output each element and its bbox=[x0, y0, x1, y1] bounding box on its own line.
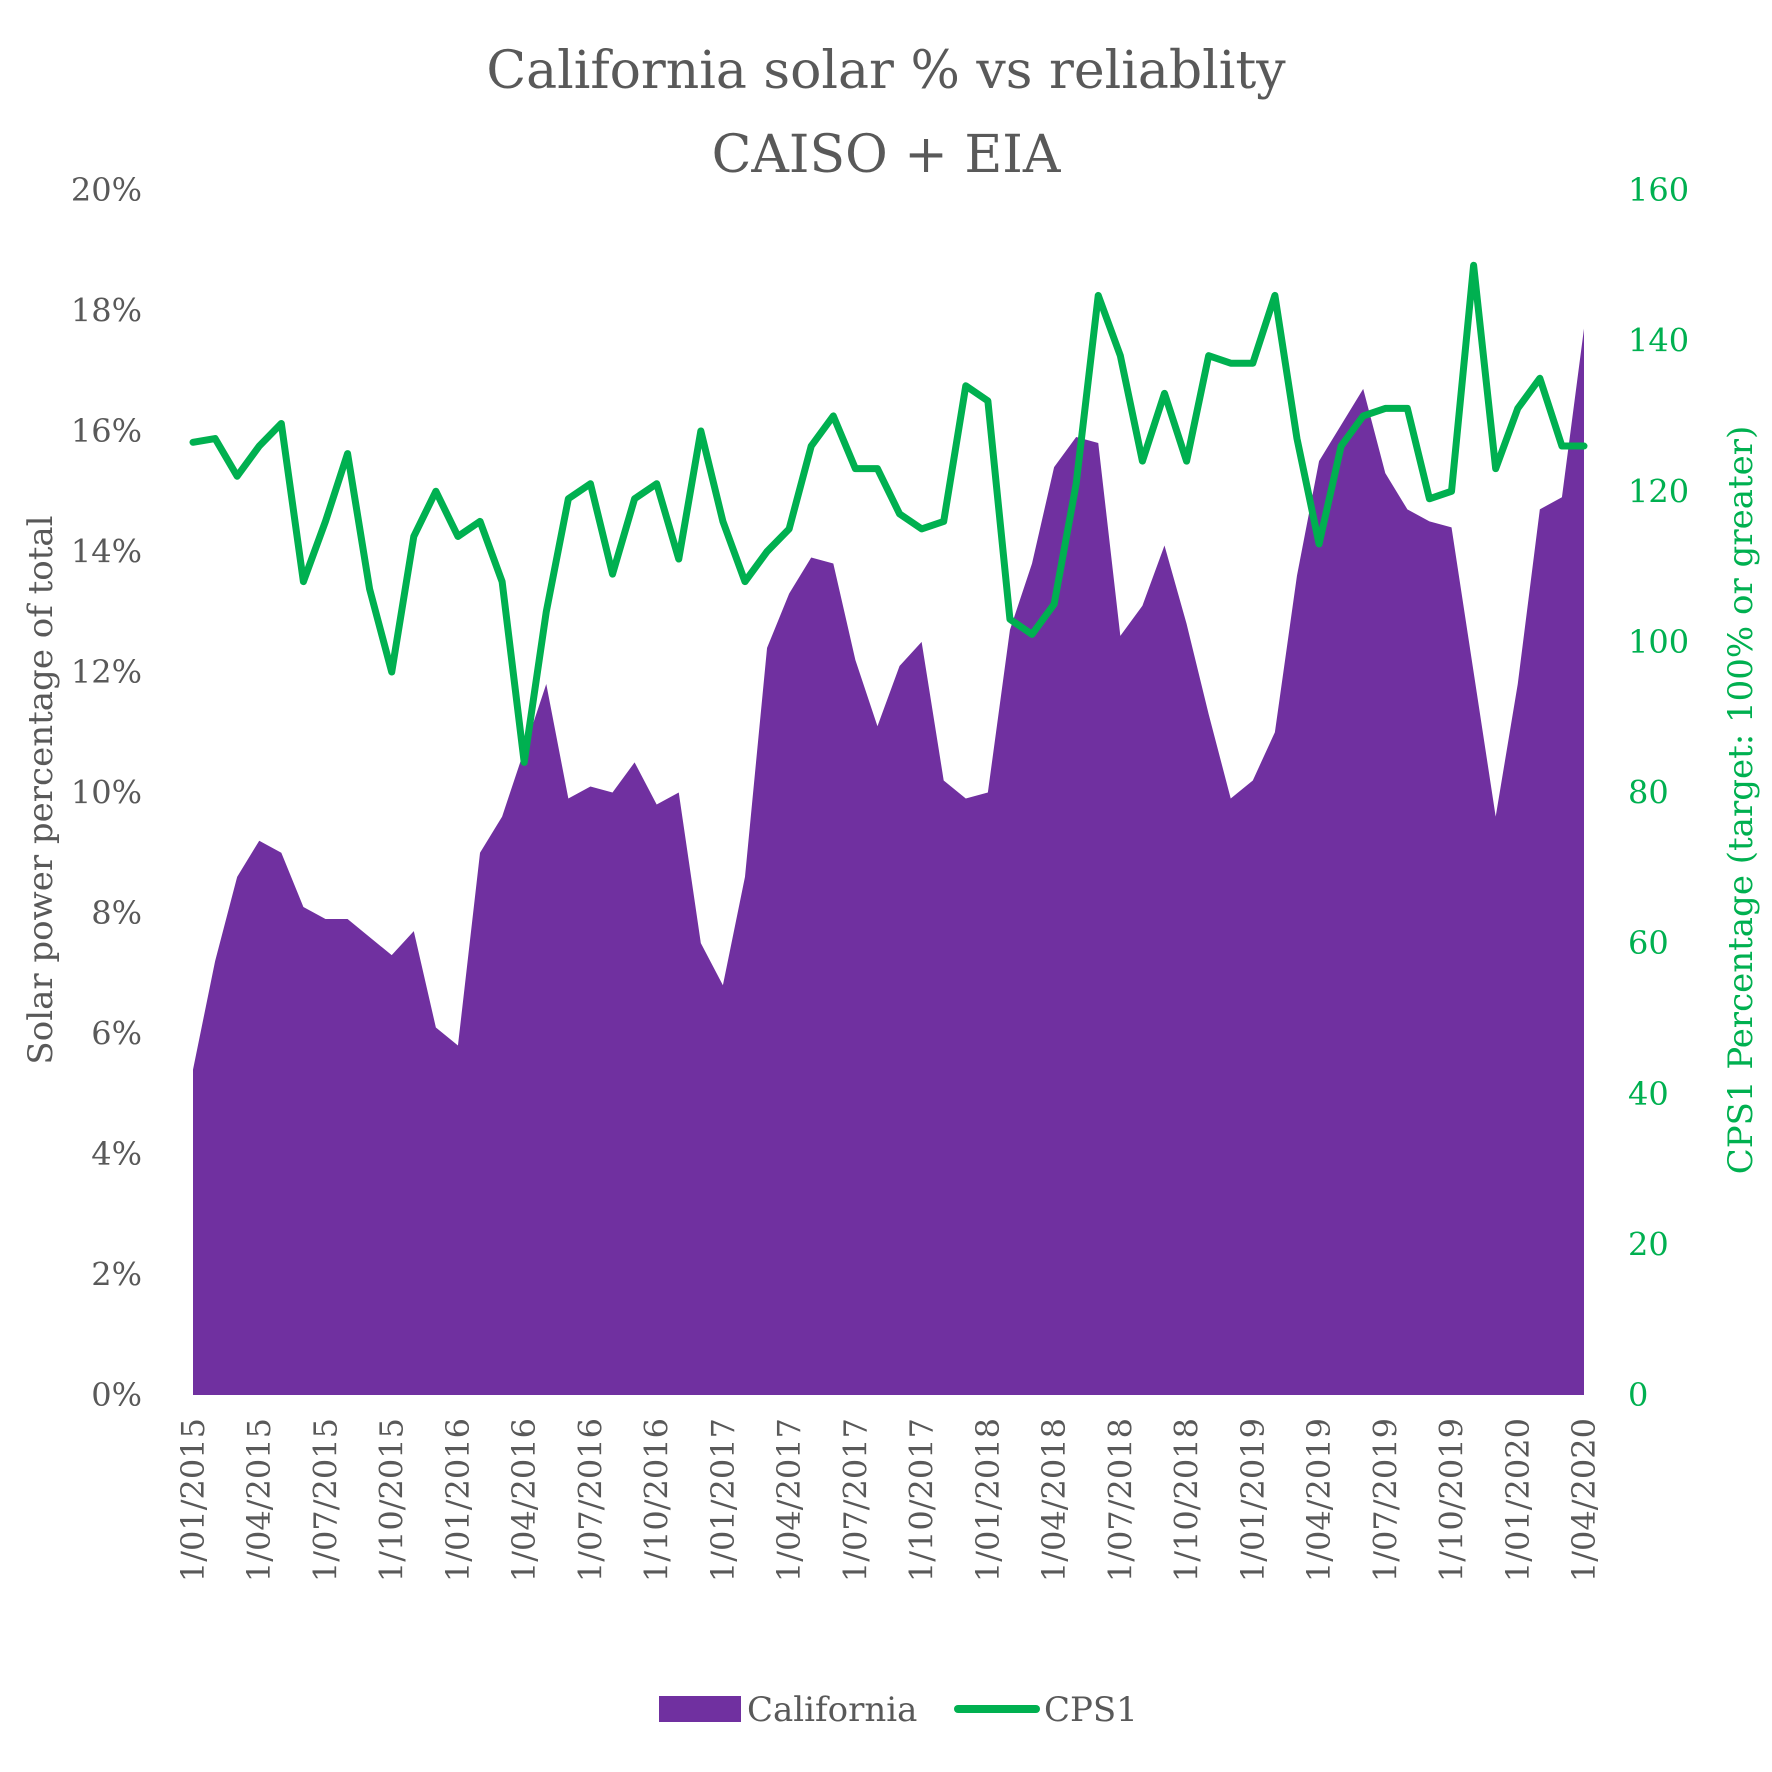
left-axis-tick-label: 16% bbox=[71, 412, 142, 450]
x-axis-tick-label: 1/01/2019 bbox=[1234, 1418, 1272, 1582]
left-axis-tick-label: 14% bbox=[71, 533, 142, 571]
left-axis-tick-label: 20% bbox=[71, 171, 142, 209]
x-axis-tick-label: 1/01/2018 bbox=[969, 1418, 1007, 1582]
right-axis-tick-label: 20 bbox=[1628, 1225, 1669, 1263]
left-axis-tick-label: 18% bbox=[71, 292, 142, 330]
cps1-line bbox=[189, 261, 1588, 766]
x-axis-tick-label: 1/07/2018 bbox=[1101, 1418, 1139, 1582]
california-area bbox=[193, 328, 1584, 1396]
left-axis-tick-label: 12% bbox=[71, 653, 142, 691]
x-axis-tick-label: 1/07/2017 bbox=[836, 1418, 874, 1582]
legend-cps1-label: CPS1 bbox=[1044, 1690, 1138, 1730]
left-axis-tick-label: 10% bbox=[71, 774, 142, 812]
legend-california-label: California bbox=[747, 1690, 917, 1730]
x-axis-tick-label: 1/01/2015 bbox=[174, 1418, 212, 1582]
left-axis-tick-label: 8% bbox=[91, 894, 142, 932]
x-axis-tick-label: 1/10/2019 bbox=[1433, 1418, 1471, 1582]
right-axis-title: CPS1 Percentage (target: 100% or greater… bbox=[1721, 426, 1761, 1175]
right-axis-tick-label: 120 bbox=[1628, 472, 1689, 510]
right-axis-tick-label: 80 bbox=[1628, 774, 1669, 812]
x-axis-tick-label: 1/04/2015 bbox=[240, 1418, 278, 1582]
left-axis-title: Solar power percentage of total bbox=[21, 515, 61, 1064]
right-axis-ticks: 0 20 40 60 80 100 120 140 160 bbox=[1628, 171, 1689, 1414]
x-axis-tick-label: 1/07/2019 bbox=[1366, 1418, 1404, 1582]
x-axis-tick-label: 1/07/2015 bbox=[307, 1418, 345, 1582]
x-axis-tick-label: 1/10/2015 bbox=[373, 1418, 411, 1582]
x-axis-tick-label: 1/01/2017 bbox=[704, 1418, 742, 1582]
cps1-line-layer bbox=[189, 261, 1588, 766]
x-axis-tick-label: 1/04/2020 bbox=[1565, 1418, 1603, 1582]
left-axis-tick-label: 4% bbox=[91, 1135, 142, 1173]
right-axis-tick-label: 100 bbox=[1628, 623, 1689, 661]
x-axis-tick-label: 1/10/2018 bbox=[1168, 1418, 1206, 1582]
x-axis-ticks: 1/01/2015 1/04/2015 1/07/2015 1/10/2015 1/01… bbox=[174, 1418, 1603, 1582]
x-axis-tick-label: 1/04/2019 bbox=[1300, 1418, 1338, 1582]
chart-title-line-2: CAISO + EIA bbox=[712, 125, 1062, 185]
right-axis-tick-label: 140 bbox=[1628, 322, 1689, 360]
x-axis-tick-label: 1/07/2016 bbox=[571, 1418, 609, 1582]
x-axis-tick-label: 1/01/2016 bbox=[439, 1418, 477, 1582]
left-axis-tick-label: 6% bbox=[91, 1015, 142, 1053]
x-axis-tick-label: 1/10/2016 bbox=[638, 1418, 676, 1582]
x-axis-tick-label: 1/01/2020 bbox=[1499, 1418, 1537, 1582]
right-axis-tick-label: 0 bbox=[1628, 1376, 1648, 1414]
x-axis-tick-label: 1/10/2017 bbox=[903, 1418, 941, 1582]
right-axis-tick-label: 60 bbox=[1628, 924, 1669, 962]
california-area-layer bbox=[193, 328, 1584, 1396]
x-axis-tick-label: 1/04/2018 bbox=[1035, 1418, 1073, 1582]
chart-title-line-1: California solar % vs reliablity bbox=[486, 41, 1286, 101]
x-axis-tick-label: 1/04/2016 bbox=[505, 1418, 543, 1582]
right-axis-tick-label: 40 bbox=[1628, 1075, 1669, 1113]
left-axis-ticks: 0% 2% 4% 6% 8% 10% 12% 14% 16% 18% 20% bbox=[71, 171, 142, 1414]
left-axis-tick-label: 2% bbox=[91, 1256, 142, 1294]
legend: California CPS1 bbox=[659, 1690, 1138, 1730]
x-axis-tick-label: 1/04/2017 bbox=[770, 1418, 808, 1582]
left-axis-tick-label: 0% bbox=[91, 1376, 142, 1414]
legend-california-swatch bbox=[659, 1696, 741, 1722]
right-axis-tick-label: 160 bbox=[1628, 171, 1689, 209]
